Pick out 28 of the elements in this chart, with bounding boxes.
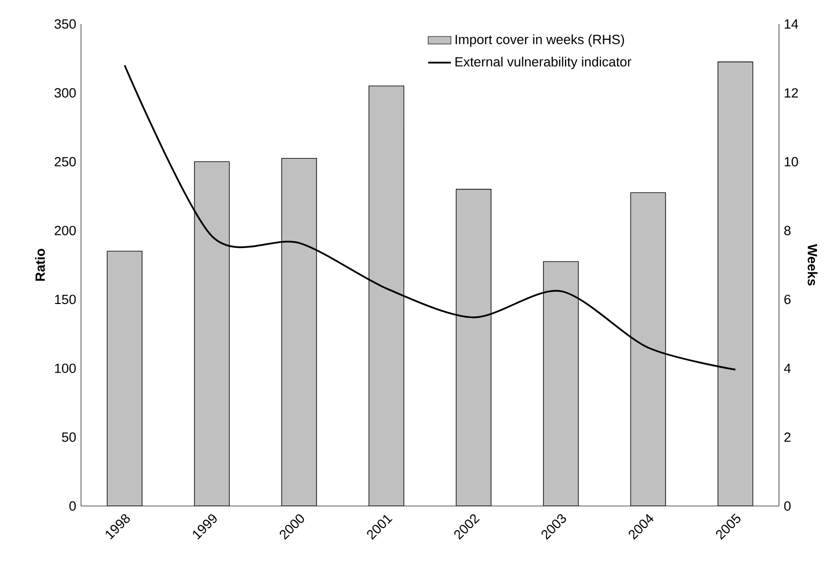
y2-tick-label: 14	[784, 19, 798, 29]
y2-tick-label: 2	[784, 432, 790, 442]
y-tick-label: 100	[55, 364, 76, 373]
y-tick-label: 200	[54, 226, 76, 236]
y-tick-label: 0	[69, 501, 76, 511]
y-tick-label: 350	[54, 19, 76, 29]
y2-axis-title: Weeks	[808, 244, 818, 286]
y-tick-label: 150	[55, 294, 76, 304]
y2-tick-label: 6	[784, 294, 791, 304]
y2-tick-label: 0	[784, 501, 791, 511]
y-axis-title: Ratio	[35, 248, 45, 281]
bar	[718, 62, 754, 506]
bar	[456, 188, 492, 506]
bar	[194, 161, 230, 506]
bar	[543, 261, 579, 506]
y2-tick-label: 10	[784, 157, 798, 166]
y2-tick-label: 12	[784, 88, 798, 98]
legend-label: External vulnerability indicator	[456, 56, 632, 70]
y-tick-label: 300	[54, 88, 76, 98]
y2-tick-label: 4	[784, 364, 791, 373]
bar	[281, 158, 317, 506]
bar	[368, 86, 404, 506]
legend-label: Import cover in weeks (RHS)	[456, 34, 624, 47]
y2-tick-label: 8	[784, 226, 791, 236]
bar	[630, 192, 666, 506]
bar	[106, 250, 142, 506]
y-tick-label: 250	[54, 157, 76, 166]
y-tick-label: 50	[62, 432, 76, 442]
